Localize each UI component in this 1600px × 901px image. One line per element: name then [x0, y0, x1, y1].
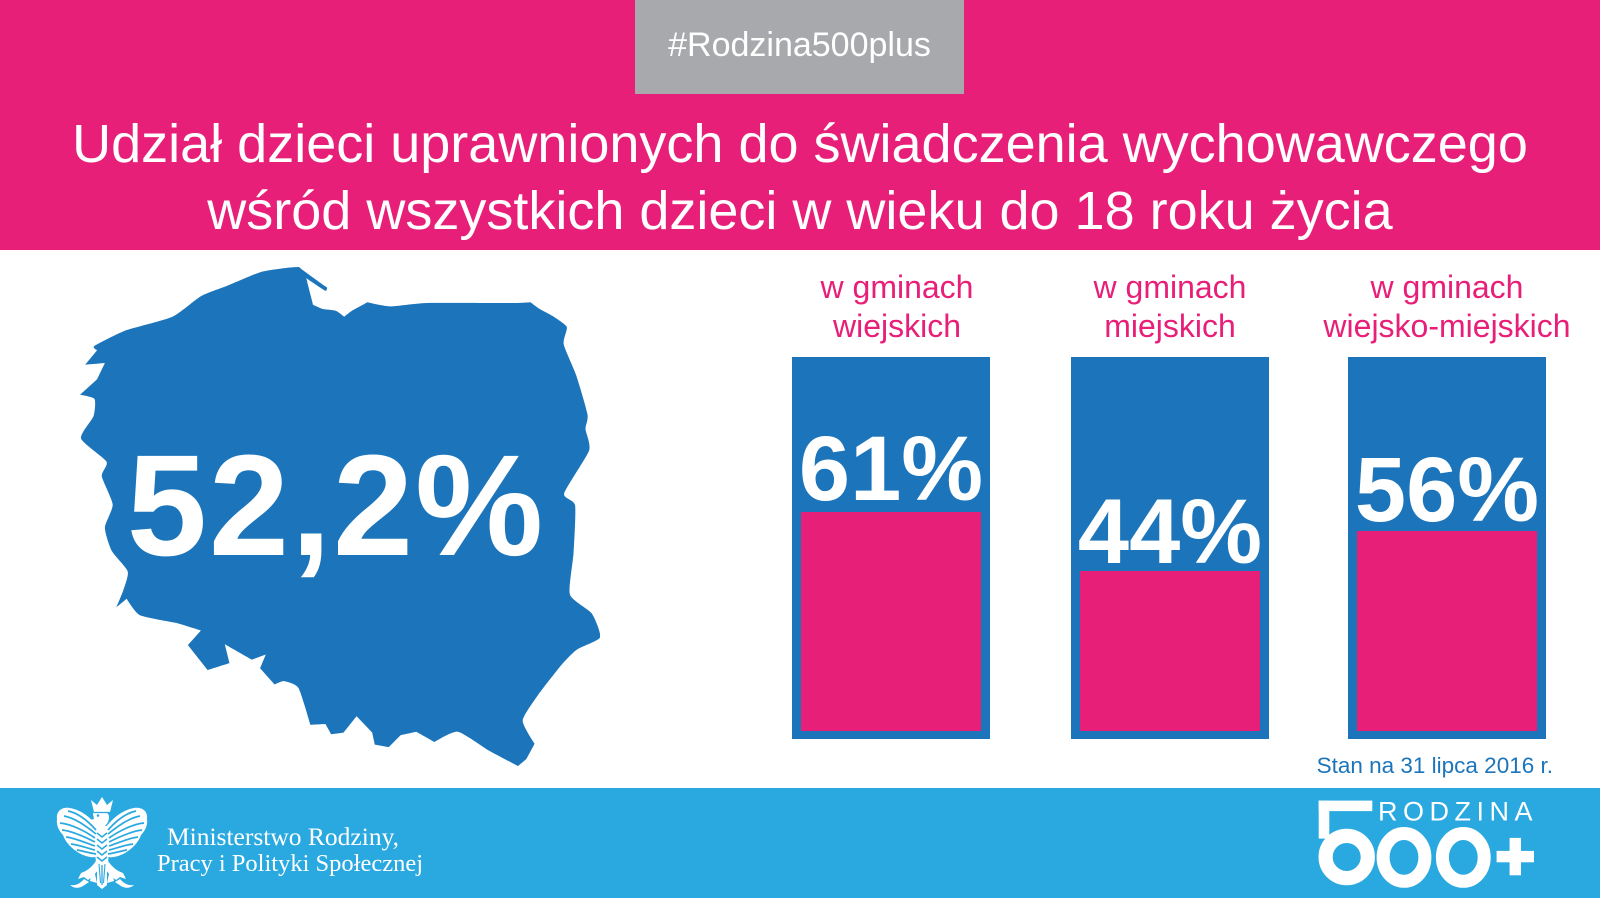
- svg-text:RODZINA: RODZINA: [1378, 798, 1538, 827]
